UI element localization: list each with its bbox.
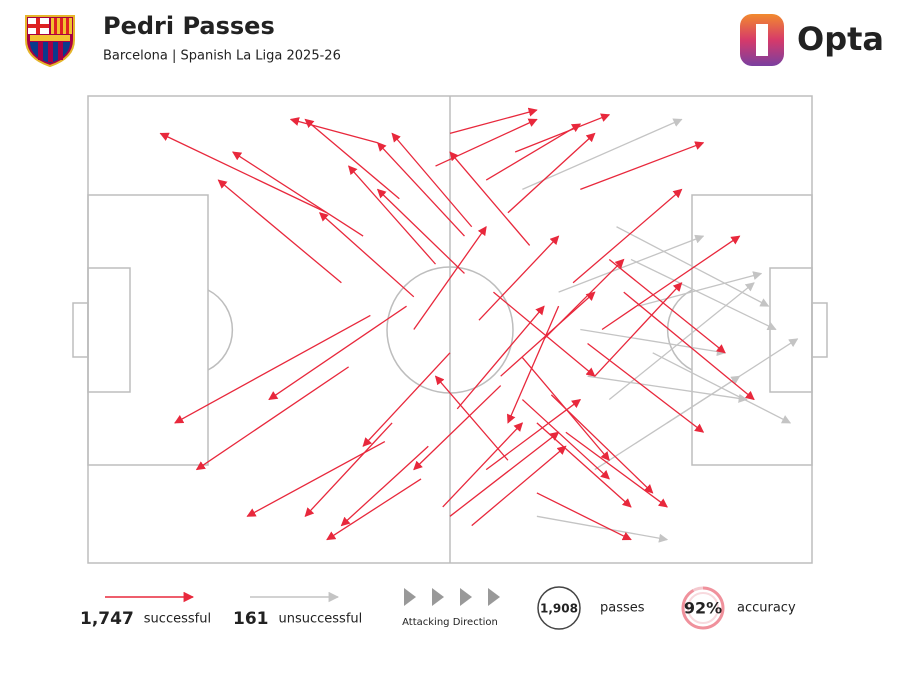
pass-arrow	[434, 375, 509, 461]
pass-arrow	[601, 235, 741, 331]
pass-arrow	[507, 305, 560, 424]
pass-arrow	[442, 422, 524, 508]
pass-arrow	[348, 165, 437, 265]
club-crest	[25, 15, 75, 68]
pass-arrow	[572, 188, 683, 284]
title: Pedri Passes	[103, 12, 275, 40]
pass-arrow	[521, 399, 610, 480]
pass-arrow	[565, 431, 668, 508]
pass-arrow	[449, 151, 531, 246]
pass-arrow	[493, 291, 596, 377]
pass-arrow	[623, 291, 755, 401]
pass-arrow	[246, 441, 386, 517]
pass-arrow	[478, 235, 560, 321]
pass-arrow	[195, 366, 350, 471]
pass-arrow	[174, 314, 371, 424]
pass-arrow	[580, 141, 705, 191]
legend-count: 161	[233, 609, 269, 629]
pass-arrow	[232, 151, 364, 237]
brand-logo: Opta	[740, 14, 884, 66]
pass-arrow	[268, 305, 407, 401]
pass-arrow	[159, 132, 328, 214]
pass-arrow	[456, 305, 545, 410]
pass-arrow	[522, 118, 683, 190]
accuracy-value: 92%	[684, 599, 722, 618]
pitch	[72, 95, 828, 564]
pass-arrow	[514, 113, 611, 153]
pass-arrow	[587, 375, 748, 403]
pass-arrow	[413, 226, 487, 330]
pass-arrow	[558, 234, 705, 293]
legend: Attacking Direction 1,908 passes 92% acc…	[80, 586, 796, 630]
pass-arrow	[362, 352, 451, 447]
pass-arrow	[608, 282, 755, 401]
pass-arrow	[326, 478, 422, 541]
pass-arrow	[587, 342, 705, 433]
legend-count: 1,747	[80, 609, 134, 629]
pass-arrow	[376, 142, 465, 237]
pass-arrow	[616, 226, 770, 307]
direction-label: Attacking Direction	[402, 617, 498, 628]
pass-arrow	[304, 118, 400, 200]
subtitle: Barcelona | Spanish La Liga 2025-26	[103, 49, 341, 64]
legend-label: unsuccessful	[279, 612, 363, 627]
pass-arrow	[485, 399, 582, 471]
pass-arrow	[485, 123, 582, 181]
total-value: 1,908	[540, 602, 578, 616]
pass-arrow	[376, 188, 465, 274]
pass-arrow	[536, 492, 632, 541]
pass-arrow	[536, 422, 632, 508]
pass-arrow	[608, 258, 726, 354]
pass-arrow	[536, 515, 669, 543]
total-label: passes	[600, 601, 645, 616]
pass-arrow	[319, 212, 415, 298]
pass-arrow	[630, 258, 777, 331]
pass-arrow	[391, 132, 473, 228]
pass-arrow	[449, 431, 560, 517]
pass-arrow	[449, 107, 538, 134]
brand-name: Opta	[797, 20, 884, 58]
legend-label: successful	[144, 612, 211, 627]
accuracy-label: accuracy	[737, 601, 796, 616]
pass-arrow	[413, 385, 502, 471]
pass-arrow	[471, 445, 567, 527]
passes	[159, 107, 799, 543]
pass-arrow	[340, 445, 429, 527]
pass-arrow	[289, 117, 378, 144]
pass-arrow	[521, 357, 610, 461]
pass-arrow	[304, 422, 393, 517]
pass-arrow	[580, 328, 727, 357]
accuracy-arc	[681, 586, 725, 630]
pass-arrow	[500, 291, 596, 377]
pass-arrow	[507, 132, 596, 214]
pass-arrow	[638, 271, 763, 307]
pass-arrow	[217, 179, 342, 284]
